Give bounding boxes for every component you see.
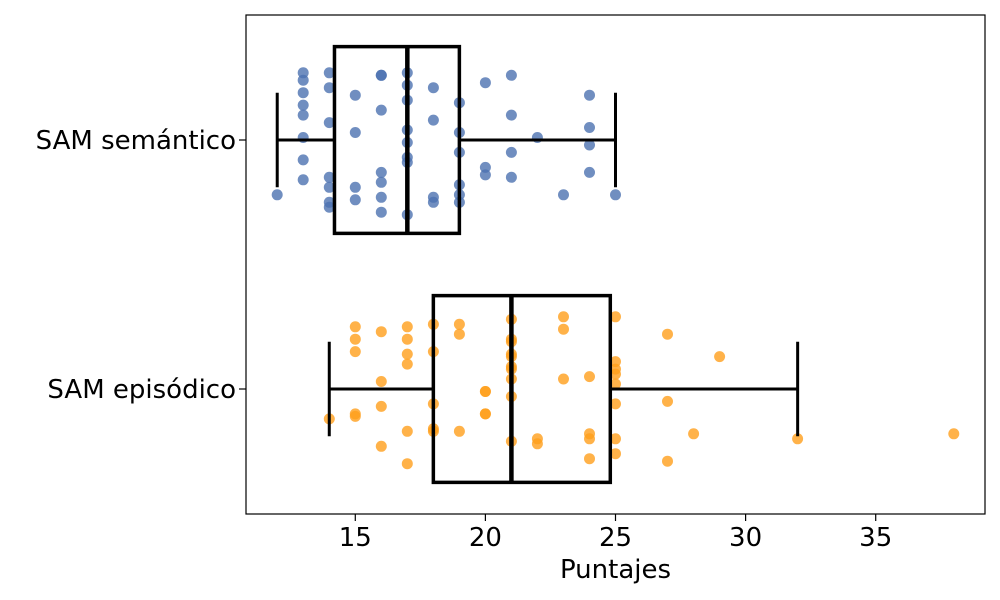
data-point xyxy=(558,189,569,201)
data-point xyxy=(401,333,413,345)
data-point xyxy=(271,189,283,201)
data-point xyxy=(375,104,387,116)
data-point xyxy=(349,89,361,101)
x-axis-title: Puntajes xyxy=(560,555,671,585)
data-point xyxy=(349,333,361,345)
data-point xyxy=(584,433,595,445)
data-point xyxy=(610,189,621,201)
box-layer xyxy=(275,44,800,485)
data-point xyxy=(662,455,673,467)
y-tick-label: SAM episódico xyxy=(47,375,236,405)
x-tick-label: 30 xyxy=(729,523,762,553)
data-point xyxy=(479,169,491,181)
data-point xyxy=(610,448,621,460)
points-layer xyxy=(271,67,960,470)
data-point xyxy=(584,139,595,151)
data-point xyxy=(453,425,465,437)
data-point xyxy=(297,99,309,111)
series-points xyxy=(323,311,960,470)
data-point xyxy=(662,328,673,340)
data-point xyxy=(375,176,387,188)
data-point xyxy=(505,146,517,158)
data-point xyxy=(375,69,387,81)
data-point xyxy=(401,425,413,437)
data-point xyxy=(610,398,621,410)
data-point xyxy=(479,77,491,89)
data-point xyxy=(531,438,543,450)
data-point xyxy=(375,206,387,218)
data-point xyxy=(558,373,569,385)
data-point xyxy=(323,67,335,79)
data-point xyxy=(505,171,517,183)
data-point xyxy=(610,368,621,380)
data-point xyxy=(349,181,361,193)
data-point xyxy=(297,74,309,86)
x-tick-label: 35 xyxy=(859,523,892,553)
data-point xyxy=(792,433,804,445)
data-point xyxy=(584,89,595,101)
data-point xyxy=(584,122,595,133)
x-tick-label: 20 xyxy=(469,523,502,553)
data-point xyxy=(323,82,335,94)
data-point xyxy=(401,321,413,333)
data-point xyxy=(401,348,413,360)
data-point xyxy=(948,428,960,440)
data-point xyxy=(349,127,361,138)
data-point xyxy=(349,346,361,358)
data-point xyxy=(401,358,413,370)
data-point xyxy=(323,171,335,183)
data-point xyxy=(375,440,387,452)
data-point xyxy=(323,117,335,129)
data-point xyxy=(427,196,439,208)
data-point xyxy=(453,318,465,330)
data-point xyxy=(610,378,621,390)
box-whisker xyxy=(327,293,800,485)
data-point xyxy=(558,323,569,335)
data-point xyxy=(349,321,361,333)
data-point xyxy=(401,458,413,470)
x-tick-label: 25 xyxy=(599,523,632,553)
ticks-layer: SAM semántico SAM episódico 15 20 25 30 35 xyxy=(36,126,893,553)
data-point xyxy=(375,376,387,387)
data-point xyxy=(505,109,517,121)
data-point xyxy=(375,191,387,203)
data-point xyxy=(584,166,595,178)
data-point xyxy=(688,428,700,440)
data-point xyxy=(714,351,726,363)
data-point xyxy=(427,114,439,126)
data-point xyxy=(584,371,595,383)
data-point xyxy=(297,174,309,186)
data-point xyxy=(610,433,621,445)
data-point xyxy=(558,311,569,323)
data-point xyxy=(479,408,491,420)
iqr-box xyxy=(332,44,462,236)
data-point xyxy=(584,453,595,465)
data-point xyxy=(297,109,309,121)
data-point xyxy=(375,400,387,412)
box-whisker xyxy=(275,44,617,236)
data-point xyxy=(297,87,309,99)
data-point xyxy=(349,410,361,422)
data-point xyxy=(453,328,465,340)
data-point xyxy=(375,326,387,338)
x-tick-label: 15 xyxy=(339,523,372,553)
data-point xyxy=(505,69,517,81)
data-point xyxy=(427,82,439,94)
data-point xyxy=(323,181,335,193)
data-point xyxy=(323,201,335,213)
data-point xyxy=(479,386,491,397)
y-tick-label: SAM semántico xyxy=(36,126,236,156)
iqr-box xyxy=(431,293,613,485)
data-point xyxy=(349,194,361,206)
data-point xyxy=(610,311,621,323)
data-point xyxy=(662,395,673,407)
data-point xyxy=(375,166,387,178)
data-point xyxy=(297,154,309,166)
